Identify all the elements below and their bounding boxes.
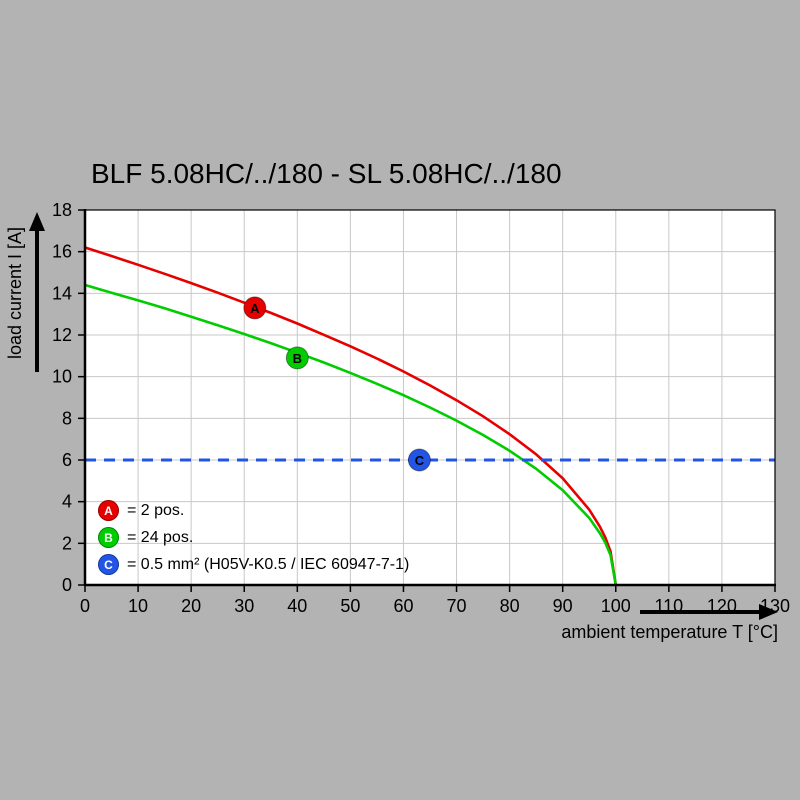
x-tick-label: 40	[287, 596, 307, 616]
curve-b	[84, 283, 618, 586]
x-tick-label: 30	[234, 596, 254, 616]
y-tick-label: 14	[52, 283, 72, 303]
x-tick-label: 50	[340, 596, 360, 616]
marker-letter-c: C	[415, 453, 425, 468]
plot-background	[85, 210, 775, 585]
legend-label-a: = 2 pos.	[127, 501, 185, 519]
x-tick-label: 10	[128, 596, 148, 616]
y-tick-label: 18	[52, 200, 72, 220]
axis-ticks	[78, 209, 776, 592]
curve-a	[84, 246, 618, 586]
x-tick-label: 0	[80, 596, 90, 616]
marker-letter-a: A	[250, 301, 260, 316]
y-tick-label: 6	[62, 450, 72, 470]
x-axis-arrow-head	[759, 604, 778, 620]
legend-row-a: A = 2 pos.	[98, 500, 409, 521]
marker-b	[285, 346, 309, 370]
legend-marker-a: A	[98, 500, 119, 521]
y-tick-label: 12	[52, 325, 72, 345]
y-tick-label: 16	[52, 242, 72, 262]
x-tick-label: 80	[500, 596, 520, 616]
legend-row-b: B = 24 pos.	[98, 527, 409, 548]
marker-c	[407, 448, 431, 472]
x-tick-label: 100	[601, 596, 631, 616]
y-axis-label: load current I [A]	[5, 227, 25, 359]
gridlines	[85, 210, 775, 585]
y-tick-label: 2	[62, 533, 72, 553]
y-axis-arrow-head	[29, 212, 45, 231]
y-tick-label: 4	[62, 492, 72, 512]
legend-marker-c: C	[98, 554, 119, 575]
legend-label-b: = 24 pos.	[127, 528, 194, 546]
x-tick-label: 90	[553, 596, 573, 616]
x-tick-label: 70	[447, 596, 467, 616]
plot-frame	[83, 209, 776, 587]
legend-marker-b: B	[98, 527, 119, 548]
y-tick-label: 0	[62, 575, 72, 595]
chart-title: BLF 5.08HC/../180 - SL 5.08HC/../180	[91, 158, 562, 189]
curve-markers: A B C	[243, 296, 431, 472]
legend-label-c: = 0.5 mm² (H05V-K0.5 / IEC 60947-7-1)	[127, 555, 410, 573]
marker-letter-b: B	[293, 351, 302, 366]
y-tick-label: 10	[52, 367, 72, 387]
x-tick-label: 20	[181, 596, 201, 616]
legend: A = 2 pos. B = 24 pos. C = 0.5 mm² (H05V…	[98, 500, 409, 575]
axis-arrows	[29, 212, 778, 620]
marker-a	[243, 296, 267, 320]
x-tick-label: 60	[393, 596, 413, 616]
y-tick-label: 8	[62, 408, 72, 428]
legend-row-c: C = 0.5 mm² (H05V-K0.5 / IEC 60947-7-1)	[98, 554, 409, 575]
x-axis-label: ambient temperature T [°C]	[561, 622, 778, 642]
